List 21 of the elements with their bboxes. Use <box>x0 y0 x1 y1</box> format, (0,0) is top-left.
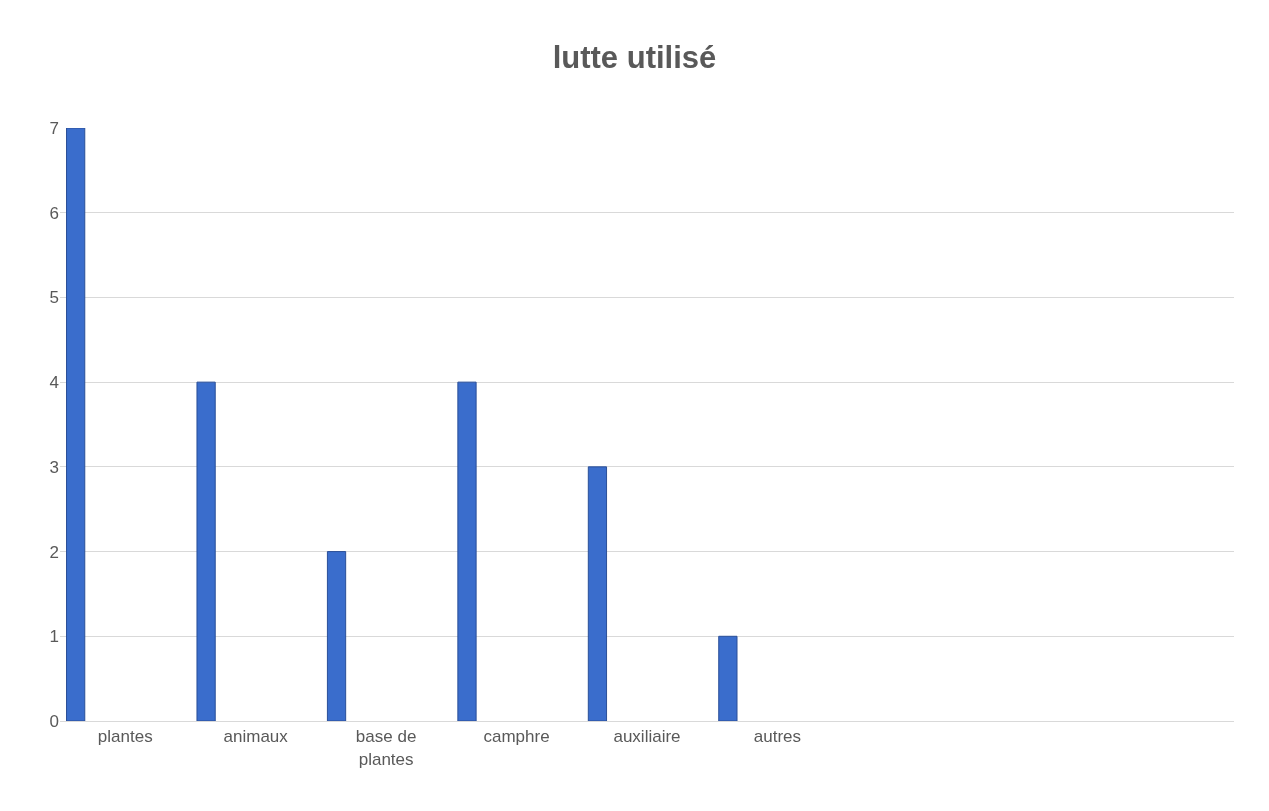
y-tick-label: 3 <box>49 457 59 477</box>
x-tick-label: auxiliaire <box>613 727 681 747</box>
bar <box>326 551 347 721</box>
y-tick-label: 4 <box>49 373 59 393</box>
bar <box>66 128 86 721</box>
x-tick-label: animaux <box>223 727 289 747</box>
y-tick-label: 1 <box>49 627 59 647</box>
x-tick-label: plantes <box>97 727 153 747</box>
chart-title: lutte utilisé <box>552 39 717 75</box>
y-tick-label: 6 <box>49 203 59 223</box>
x-tick-label: camphre <box>483 727 550 747</box>
bar <box>196 381 216 721</box>
bar <box>587 466 608 721</box>
y-tick-label: 7 <box>49 118 59 138</box>
bar <box>718 635 738 721</box>
y-tick-label: 2 <box>49 542 59 562</box>
bar <box>457 381 477 721</box>
x-tick-label: base de plantes <box>355 727 417 769</box>
x-tick-label: autres <box>753 727 802 747</box>
y-tick-label: 5 <box>49 288 59 308</box>
y-tick-label: 0 <box>49 711 59 731</box>
